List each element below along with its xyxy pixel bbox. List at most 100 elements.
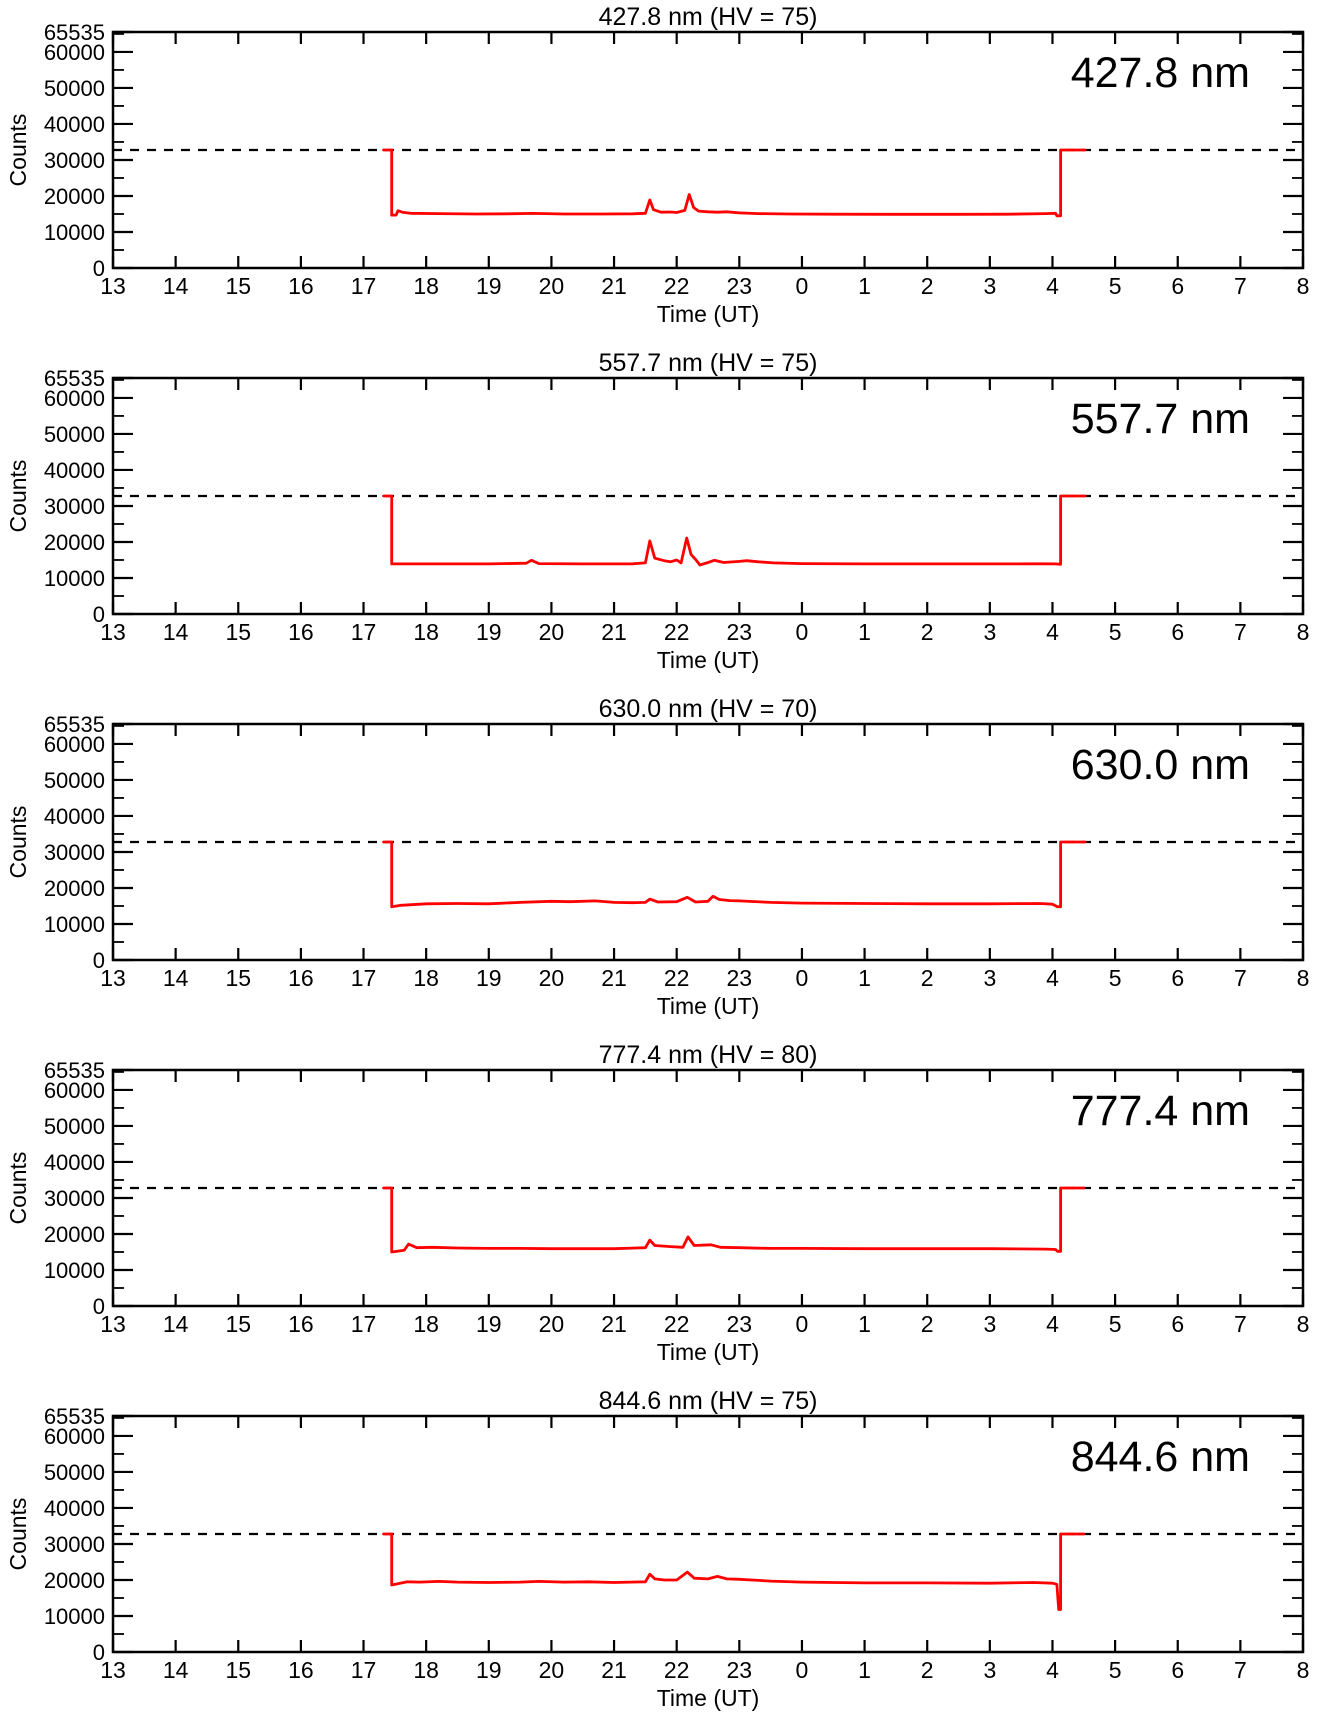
y-tick-label: 40000 <box>44 112 105 137</box>
x-tick-label: 15 <box>225 1657 251 1683</box>
x-tick-label: 0 <box>796 273 809 299</box>
y-tick-label: 20000 <box>44 876 105 901</box>
x-tick-label: 14 <box>163 619 189 645</box>
x-tick-label: 23 <box>727 619 753 645</box>
y-tick-label: 40000 <box>44 1496 105 1521</box>
y-tick-label: 60000 <box>44 1424 105 1449</box>
x-tick-label: 4 <box>1046 619 1059 645</box>
x-tick-label: 0 <box>796 965 809 991</box>
y-tick-label: 65535 <box>44 366 105 391</box>
y-tick-label: 65535 <box>44 1404 105 1429</box>
x-tick-label: 6 <box>1171 1657 1184 1683</box>
x-tick-label: 19 <box>476 619 502 645</box>
x-tick-label: 8 <box>1297 1657 1310 1683</box>
x-tick-label: 15 <box>225 273 251 299</box>
panel-svg: 13 14 15 16 17 18 19 20 21 22 23 0 1 2 3 4 5 6 7 8010000200… <box>5 349 1309 673</box>
panel-title: 427.8 nm (HV = 75) <box>599 3 818 31</box>
y-tick-label: 10000 <box>44 912 105 937</box>
x-tick-label: 22 <box>664 1657 690 1683</box>
x-tick-label: 20 <box>539 273 565 299</box>
x-tick-label: 18 <box>413 619 439 645</box>
y-tick-label: 50000 <box>44 1114 105 1139</box>
y-tick-label: 50000 <box>44 76 105 101</box>
x-tick-label: 0 <box>796 1311 809 1337</box>
y-axis-label: Counts <box>5 460 31 533</box>
x-axis-label: Time (UT) <box>657 301 760 327</box>
x-tick-label: 4 <box>1046 965 1059 991</box>
x-tick-label: 7 <box>1234 273 1247 299</box>
x-tick-label: 1 <box>858 1657 871 1683</box>
x-tick-label: 16 <box>288 273 314 299</box>
y-tick-label: 60000 <box>44 40 105 65</box>
panel-svg: 13 14 15 16 17 18 19 20 21 22 23 0 1 2 3 4 5 6 7 8010000200… <box>5 695 1309 1019</box>
x-tick-label: 17 <box>351 1657 377 1683</box>
y-tick-label: 0 <box>93 1294 105 1319</box>
y-tick-label: 10000 <box>44 220 105 245</box>
x-tick-label: 5 <box>1109 965 1122 991</box>
x-tick-label: 4 <box>1046 273 1059 299</box>
x-tick-label: 15 <box>225 1311 251 1337</box>
x-tick-label: 0 <box>796 619 809 645</box>
x-tick-label: 13 <box>100 1657 126 1683</box>
inplot-wavelength-label: 844.6 nm <box>1071 1433 1250 1481</box>
x-tick-label: 2 <box>921 965 934 991</box>
x-tick-label: 3 <box>983 1657 996 1683</box>
x-tick-label: 23 <box>727 273 753 299</box>
x-tick-label: 3 <box>983 273 996 299</box>
x-tick-label: 20 <box>539 965 565 991</box>
counts-trace <box>382 494 1087 567</box>
x-tick-label: 20 <box>539 619 565 645</box>
x-tick-label: 4 <box>1046 1311 1059 1337</box>
y-tick-label: 30000 <box>44 494 105 519</box>
x-tick-label: 1 <box>858 619 871 645</box>
counts-trace <box>382 840 1087 909</box>
x-tick-label: 7 <box>1234 965 1247 991</box>
panel-title: 844.6 nm (HV = 75) <box>599 1387 818 1415</box>
x-tick-label: 5 <box>1109 1311 1122 1337</box>
panel-title: 630.0 nm (HV = 70) <box>599 695 818 723</box>
y-tick-label: 20000 <box>44 184 105 209</box>
x-tick-label: 19 <box>476 273 502 299</box>
x-tick-label: 18 <box>413 1657 439 1683</box>
x-tick-label: 7 <box>1234 1311 1247 1337</box>
y-tick-label: 20000 <box>44 1568 105 1593</box>
x-tick-label: 3 <box>983 1311 996 1337</box>
y-tick-label: 60000 <box>44 386 105 411</box>
panel-title: 777.4 nm (HV = 80) <box>599 1041 818 1069</box>
y-axis-label: Counts <box>5 806 31 879</box>
x-tick-label: 6 <box>1171 273 1184 299</box>
panel-svg: 13 14 15 16 17 18 19 20 21 22 23 0 1 2 3 4 5 6 7 8010000200… <box>5 3 1310 327</box>
x-tick-label: 23 <box>727 1657 753 1683</box>
x-tick-label: 16 <box>288 965 314 991</box>
y-tick-label: 50000 <box>44 422 105 447</box>
y-tick-label: 50000 <box>44 1460 105 1485</box>
panel-777.4-nm: 13 14 15 16 17 18 19 20 21 22 23 0 1 2 3 4 5 6 7 8 0 10000 200… <box>0 1038 1336 1384</box>
x-tick-label: 15 <box>225 619 251 645</box>
x-tick-label: 3 <box>983 965 996 991</box>
x-tick-label: 5 <box>1109 273 1122 299</box>
y-axis-label: Counts <box>5 1152 31 1225</box>
x-tick-label: 18 <box>413 965 439 991</box>
y-tick-label: 65535 <box>44 1058 105 1083</box>
x-tick-label: 6 <box>1171 965 1184 991</box>
x-tick-label: 20 <box>539 1311 565 1337</box>
counts-trace <box>382 1532 1086 1611</box>
y-tick-label: 10000 <box>44 1604 105 1629</box>
y-tick-label: 10000 <box>44 1258 105 1283</box>
x-tick-label: 2 <box>921 273 934 299</box>
y-tick-label: 30000 <box>44 1186 105 1211</box>
y-tick-label: 30000 <box>44 840 105 865</box>
x-tick-label: 21 <box>601 965 627 991</box>
y-tick-label: 60000 <box>44 732 105 757</box>
x-tick-label: 1 <box>858 965 871 991</box>
x-tick-label: 8 <box>1297 273 1310 299</box>
counts-trace <box>382 148 1087 218</box>
x-tick-label: 16 <box>288 1657 314 1683</box>
x-tick-label: 2 <box>921 619 934 645</box>
x-axis-label: Time (UT) <box>657 647 760 673</box>
x-tick-label: 20 <box>539 1657 565 1683</box>
x-axis-label: Time (UT) <box>657 1685 760 1711</box>
x-tick-label: 21 <box>601 273 627 299</box>
